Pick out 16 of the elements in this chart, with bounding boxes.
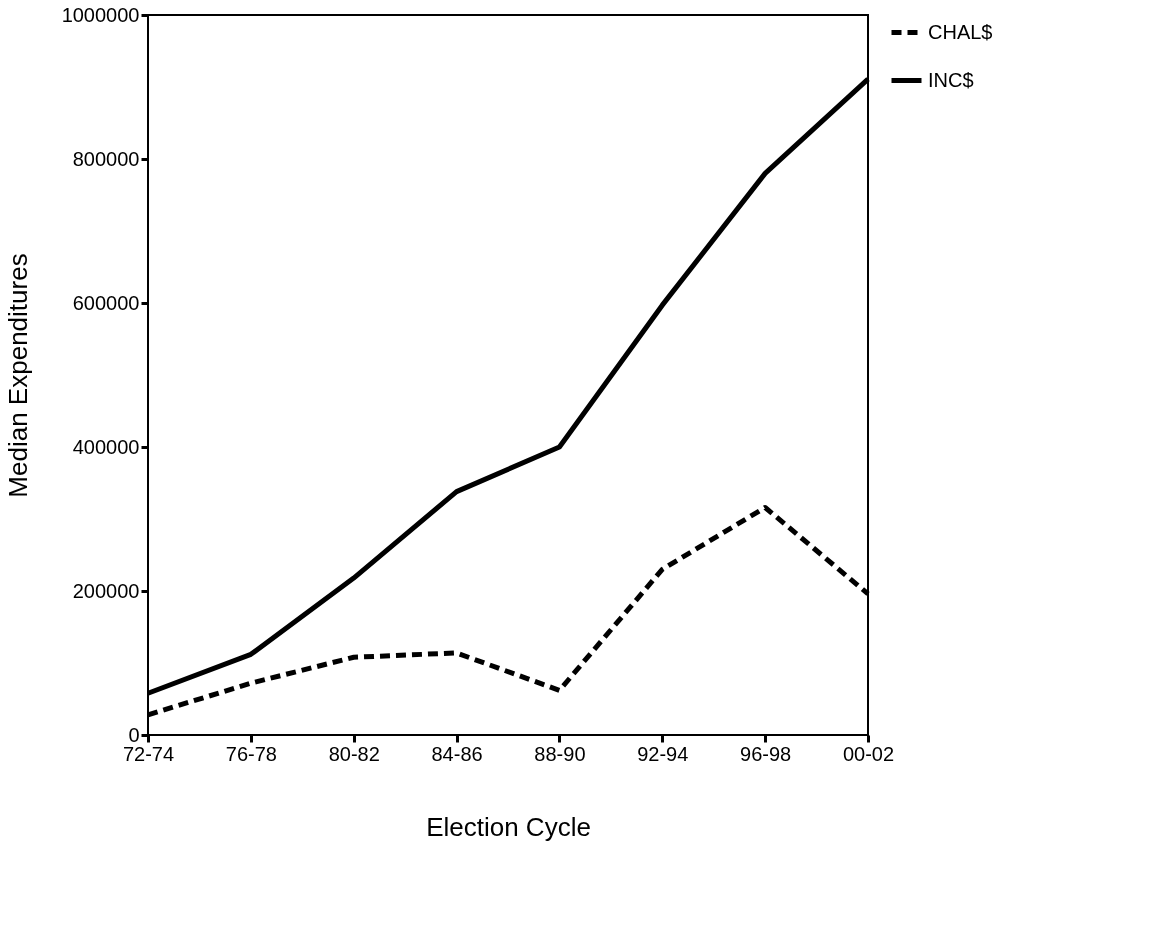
y-tick-label: 200000 <box>72 579 140 602</box>
x-tick-label: 80-82 <box>328 742 380 765</box>
y-tick-label: 800000 <box>72 147 140 170</box>
y-tick-label: 400000 <box>72 435 140 458</box>
x-axis-title: Election Cycle <box>426 811 591 842</box>
legend-label: CHAL$ <box>928 20 993 43</box>
y-tick-label: 600000 <box>72 291 140 314</box>
x-tick-label: 92-94 <box>637 742 689 765</box>
x-tick-label: 88-90 <box>534 742 586 765</box>
y-tick-label: 1000000 <box>61 3 140 26</box>
x-tick-label: 84-86 <box>431 742 483 765</box>
x-tick-label: 96-98 <box>740 742 792 765</box>
x-tick-label: 76-78 <box>225 742 277 765</box>
y-axis-title: Median Expenditures <box>2 253 33 498</box>
legend-label: INC$ <box>928 68 974 91</box>
x-tick-label: 00-02 <box>842 742 895 765</box>
